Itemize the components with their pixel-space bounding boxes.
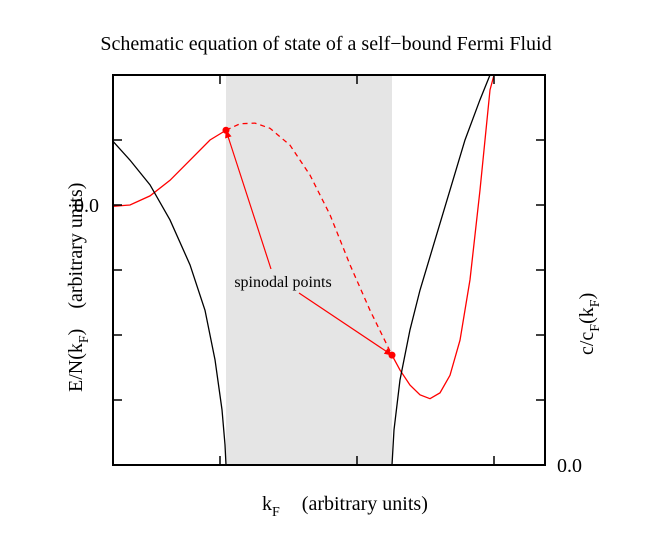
- y2-axis-label: c/cF(kF): [576, 293, 603, 355]
- curve: [225, 122, 393, 356]
- label-part: E/N(k: [65, 343, 87, 392]
- label-part: k: [262, 493, 272, 515]
- subscript: F: [77, 335, 92, 343]
- label-part: ): [576, 293, 598, 300]
- curve: [391, 74, 495, 400]
- spinodal-point: [222, 126, 230, 134]
- subscript: F: [588, 324, 603, 332]
- curve: [112, 129, 227, 207]
- x-axis-units: (arbitrary units): [302, 493, 428, 515]
- label-part: ): [65, 329, 87, 336]
- lines: [112, 74, 495, 466]
- subscript: F: [588, 299, 603, 307]
- y2-tick-label: 0.0: [557, 455, 582, 477]
- subscript: F: [272, 505, 280, 520]
- plot-underlay: [226, 75, 392, 465]
- curve: [112, 74, 491, 466]
- label-part: (k: [576, 307, 598, 324]
- annotation-arrow: [298, 292, 393, 356]
- y-axis-label: E/N(kF) (arbitrary units): [65, 183, 92, 392]
- shaded-region: [226, 75, 392, 465]
- spinodal-point: [388, 351, 396, 359]
- x-axis-label: kF (arbitrary units): [262, 493, 428, 520]
- annotation: spinodal points: [234, 274, 331, 291]
- chart-title: Schematic equation of state of a self−bo…: [100, 33, 551, 55]
- y-tick-label: 0.0: [74, 195, 99, 217]
- annotation-arrow: [225, 129, 272, 270]
- label-part: c/c: [576, 332, 598, 355]
- y-axis-units: (arbitrary units): [65, 183, 87, 309]
